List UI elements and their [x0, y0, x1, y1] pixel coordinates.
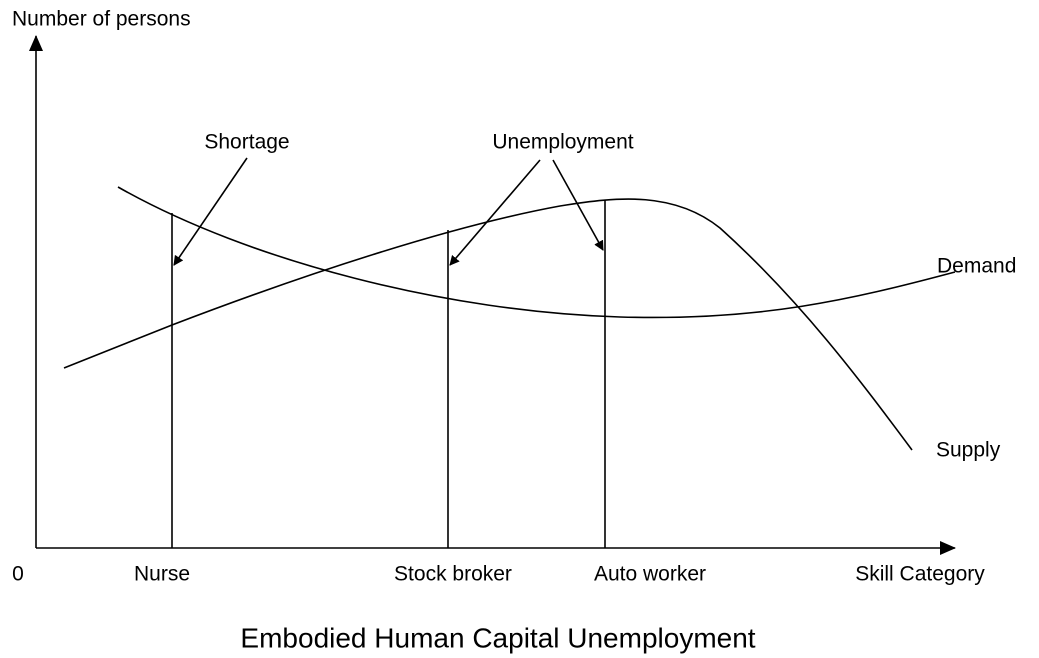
unemployment-arrow — [552, 159, 604, 251]
category-label: Nurse — [134, 563, 190, 586]
x-axis-label: Skill Category — [855, 563, 985, 586]
curve-label: Demand — [937, 255, 1016, 278]
supply-curve — [63, 198, 913, 451]
demand-curve — [117, 186, 956, 319]
annotation: Unemployment — [492, 131, 633, 154]
category-label: Auto worker — [594, 563, 706, 586]
annotation: Shortage — [204, 131, 289, 154]
origin-label: 0 — [12, 563, 24, 586]
shortage-arrow — [173, 157, 248, 266]
title: Embodied Human Capital Unemployment — [240, 622, 755, 653]
y-axis-label: Number of persons — [12, 8, 191, 31]
unemployment-arrow — [449, 159, 541, 266]
curve-label: Supply — [936, 439, 1001, 462]
category-label: Stock broker — [394, 563, 512, 586]
